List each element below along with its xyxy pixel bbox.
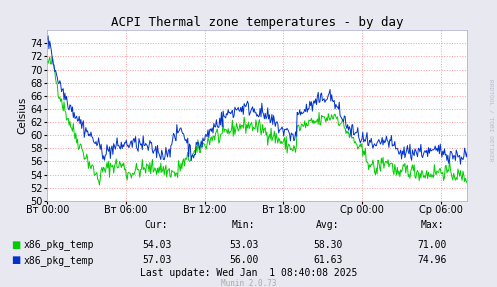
Text: 71.00: 71.00 xyxy=(417,240,447,249)
Text: x86_pkg_temp: x86_pkg_temp xyxy=(24,255,94,266)
Text: Last update: Wed Jan  1 08:40:08 2025: Last update: Wed Jan 1 08:40:08 2025 xyxy=(140,268,357,278)
Text: RRDTOOL / TOBI OETIKER: RRDTOOL / TOBI OETIKER xyxy=(488,79,493,162)
Text: Avg:: Avg: xyxy=(316,220,340,230)
Text: ■: ■ xyxy=(11,240,21,249)
Text: 53.03: 53.03 xyxy=(229,240,258,249)
Text: 74.96: 74.96 xyxy=(417,255,447,265)
Text: Min:: Min: xyxy=(232,220,255,230)
Y-axis label: Celsius: Celsius xyxy=(18,97,28,134)
Text: Cur:: Cur: xyxy=(145,220,168,230)
Title: ACPI Thermal zone temperatures - by day: ACPI Thermal zone temperatures - by day xyxy=(111,16,404,29)
Text: 58.30: 58.30 xyxy=(313,240,343,249)
Text: 61.63: 61.63 xyxy=(313,255,343,265)
Text: 54.03: 54.03 xyxy=(142,240,171,249)
Text: 57.03: 57.03 xyxy=(142,255,171,265)
Text: Max:: Max: xyxy=(420,220,444,230)
Text: Munin 2.0.73: Munin 2.0.73 xyxy=(221,279,276,287)
Text: ■: ■ xyxy=(11,255,21,265)
Text: 56.00: 56.00 xyxy=(229,255,258,265)
Text: x86_pkg_temp: x86_pkg_temp xyxy=(24,239,94,250)
